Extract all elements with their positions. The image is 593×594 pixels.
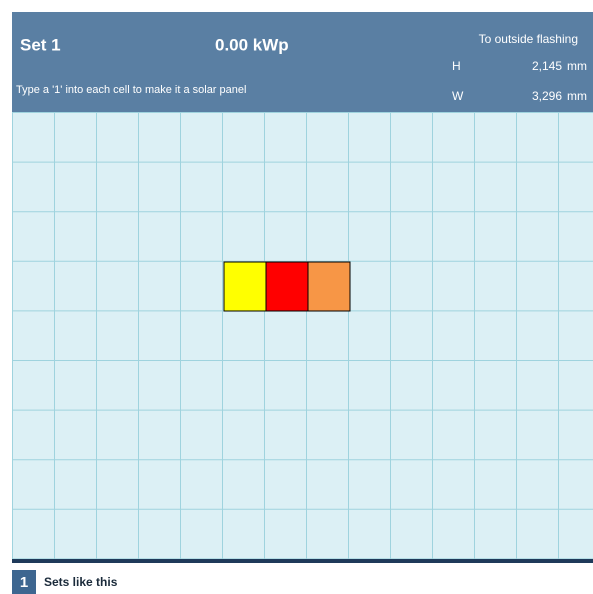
header-band	[12, 12, 593, 112]
set-name: Set 1	[20, 35, 61, 54]
height-value: 2,145	[532, 59, 562, 73]
footer-number-box	[12, 570, 36, 594]
footer-number[interactable]: 1	[20, 574, 28, 591]
grid-lines	[12, 112, 593, 560]
dimensions-title: To outside flashing	[479, 32, 578, 46]
panel-grid[interactable]	[12, 112, 593, 559]
height-label: H	[452, 59, 461, 73]
height-unit: mm	[567, 59, 587, 73]
width-unit: mm	[567, 89, 587, 103]
width-value: 3,296	[532, 89, 562, 103]
power: 0.00 kWp	[215, 35, 289, 54]
panel-cell[interactable]	[223, 261, 267, 312]
footer-label: Sets like this	[44, 575, 118, 589]
instruction: Type a '1' into each cell to make it a s…	[16, 84, 246, 96]
divider	[12, 559, 593, 563]
panel-cell[interactable]	[265, 261, 309, 312]
width-label: W	[452, 89, 464, 103]
panel-cell[interactable]	[307, 261, 351, 312]
